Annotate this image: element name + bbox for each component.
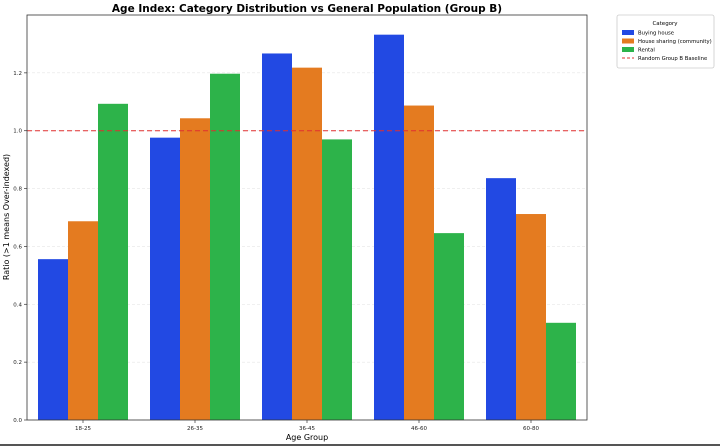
legend-label: House sharing (community) [638,39,712,45]
bar-buying-house-18-25 [38,259,68,420]
bar-rental-36-45 [322,139,352,420]
bar-house-sharing-community--18-25 [68,221,98,420]
bar-buying-house-46-60 [374,34,404,421]
bar-rental-26-35 [210,73,240,420]
y-axis-label: Ratio (>1 means Over-indexed) [2,154,11,280]
x-tick-label: 46-60 [411,426,427,432]
x-axis-label: Age Group [286,433,328,442]
bottom-border [0,444,720,446]
legend-swatch [622,30,634,35]
bar-house-sharing-community--26-35 [180,118,210,421]
bar-house-sharing-community--60-80 [516,214,546,420]
y-tick-label: 0.4 [13,302,22,308]
legend-swatch [622,47,634,52]
x-tick-label: 18-25 [75,426,91,432]
legend-label: Random Group B Baseline [638,56,707,62]
chart-title: Age Index: Category Distribution vs Gene… [112,3,502,15]
y-tick-label: 1.2 [13,71,22,77]
y-tick-label: 0.6 [13,244,22,250]
bar-house-sharing-community--36-45 [292,67,322,421]
legend-label: Rental [638,48,655,54]
bar-rental-46-60 [434,233,464,420]
bar-buying-house-26-35 [150,137,180,420]
y-tick-label: 0.8 [13,187,22,193]
x-tick-label: 26-35 [187,426,203,432]
x-tick-label: 60-80 [523,426,539,432]
y-tick-label: 0.0 [13,418,22,424]
bar-buying-house-36-45 [262,53,292,420]
legend-label: Buying house [638,31,674,37]
bar-house-sharing-community--46-60 [404,105,434,421]
bar-rental-18-25 [98,103,128,420]
legend-swatch [622,38,634,44]
x-tick-label: 36-45 [299,426,315,432]
bar-buying-house-60-80 [486,178,516,420]
legend: Category Buying house House sharing (comm… [616,14,715,69]
legend-title: Category [652,21,678,27]
y-tick-label: 0.2 [13,360,22,366]
bar-rental-60-80 [546,322,576,420]
y-tick-label: 1.0 [13,129,22,135]
